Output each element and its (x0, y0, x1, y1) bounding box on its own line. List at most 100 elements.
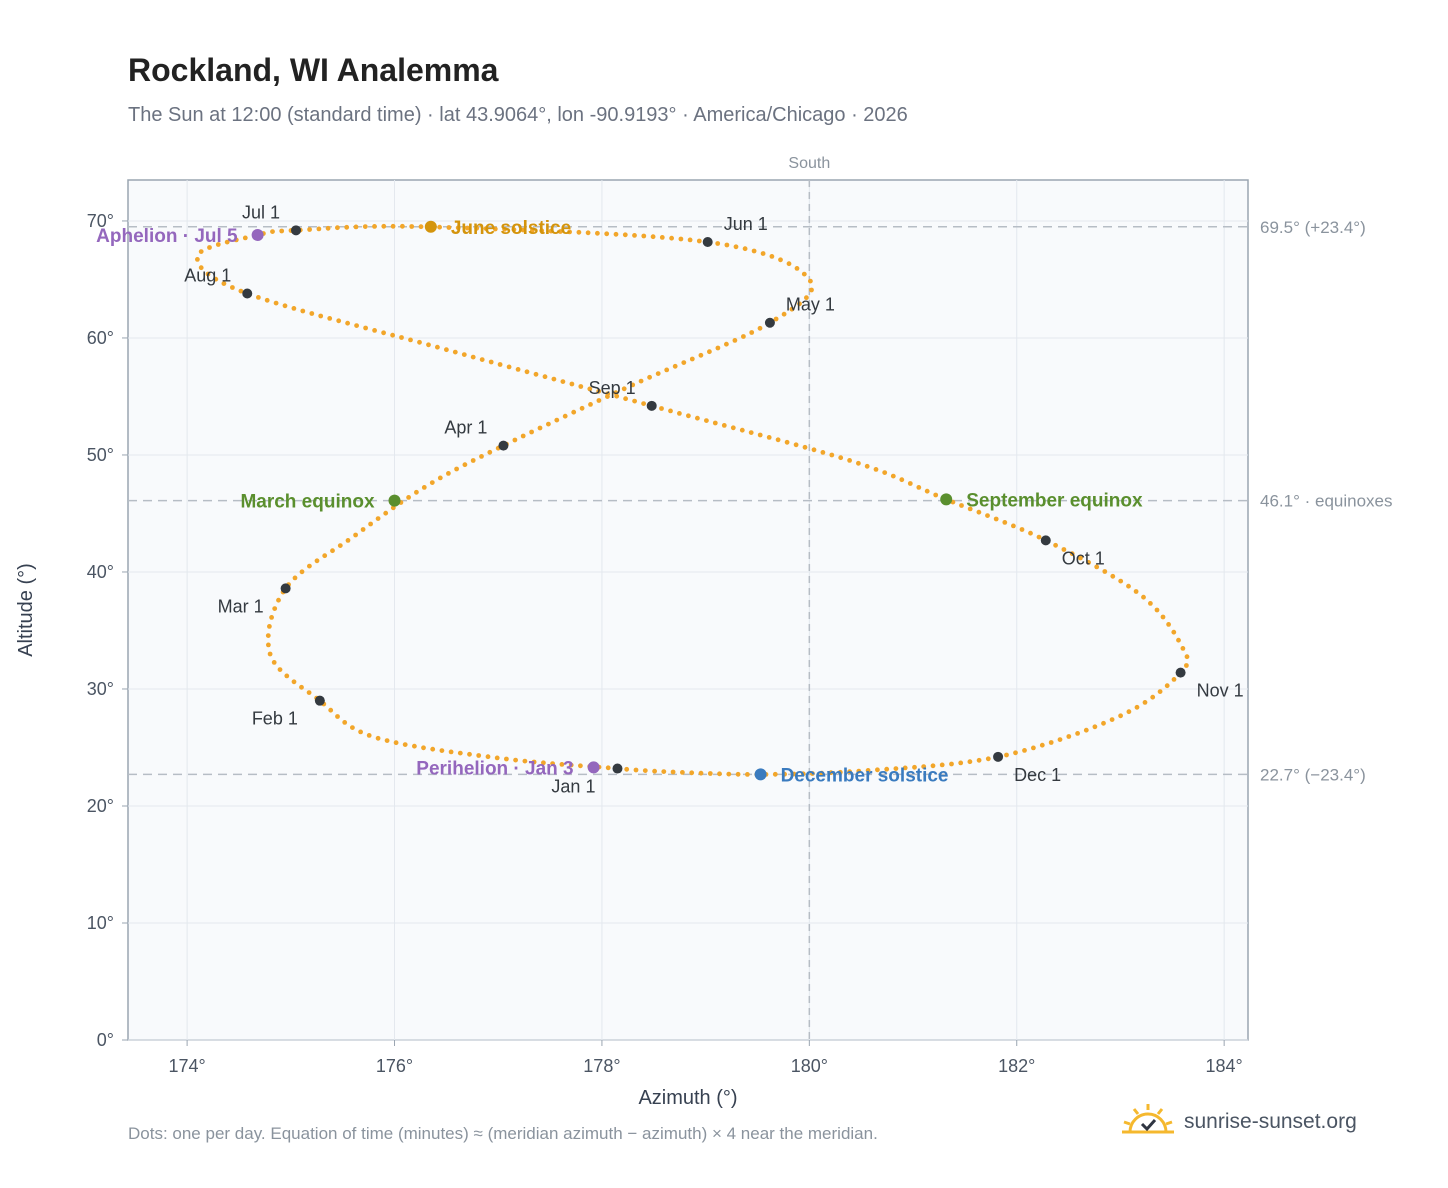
daily-sun-dot (916, 485, 922, 490)
month-marker-label: Aug 1 (184, 265, 231, 285)
daily-sun-dot (345, 538, 351, 543)
daily-sun-dot (659, 235, 665, 240)
daily-sun-dot (695, 415, 700, 421)
month-marker-label: May 1 (786, 295, 835, 315)
daily-sun-dot (530, 227, 535, 233)
daily-sun-dot (802, 444, 808, 450)
daily-sun-dot (847, 769, 852, 775)
month-marker-label: Apr 1 (444, 418, 487, 438)
daily-sun-dot (681, 360, 687, 365)
daily-sun-dot (668, 408, 673, 414)
brand-logo[interactable]: sunrise-sunset.org (1122, 1102, 1357, 1141)
daily-sun-dot (314, 558, 320, 564)
daily-sun-dot (513, 757, 518, 763)
y-axis-label: Altitude (°) (15, 563, 37, 657)
daily-sun-dot (993, 516, 999, 522)
daily-sun-dot (264, 297, 270, 303)
event-marker-label: December solstice (781, 765, 949, 786)
daily-sun-dot (1164, 683, 1170, 689)
daily-sun-dot (336, 318, 342, 324)
daily-sun-dot (781, 311, 787, 317)
y-tick-label: 10° (87, 913, 114, 933)
daily-sun-dot (328, 707, 334, 713)
daily-sun-dot (437, 224, 442, 230)
daily-sun-dot (578, 763, 583, 769)
daily-sun-dot (444, 347, 449, 353)
daily-sun-dot (893, 766, 899, 771)
daily-sun-dot (1171, 677, 1177, 682)
daily-sun-dot (375, 735, 381, 741)
daily-sun-dot (715, 241, 721, 246)
daily-sun-dot (707, 771, 713, 776)
daily-sun-dot (809, 287, 814, 293)
daily-sun-dot (309, 311, 315, 316)
daily-sun-dot (884, 766, 890, 772)
daily-sun-dot (638, 378, 644, 384)
daily-sun-dot (939, 762, 945, 768)
daily-sun-dot (292, 575, 298, 581)
daily-sun-dot (353, 224, 359, 230)
daily-sun-dot (907, 481, 913, 486)
daily-sun-dot (585, 230, 591, 236)
daily-sun-dot (418, 224, 424, 230)
daily-sun-dot (864, 463, 870, 469)
daily-sun-dot (698, 770, 704, 776)
daily-sun-dot (342, 720, 348, 725)
daily-sun-dot (435, 344, 440, 350)
daily-sun-dot (621, 386, 627, 392)
daily-sun-dot (696, 238, 702, 244)
event-marker-label: September equinox (966, 490, 1143, 511)
daily-sun-dot (778, 257, 783, 263)
daily-sun-dot (1110, 573, 1116, 579)
daily-sun-dot (622, 232, 628, 238)
daily-sun-dot (345, 320, 350, 326)
daily-sun-dot (739, 427, 745, 433)
daily-sun-dot (797, 301, 802, 307)
daily-sun-dot (576, 229, 582, 235)
daily-sun-dot (474, 225, 480, 231)
daily-sun-dot (488, 359, 494, 365)
daily-sun-dot (279, 228, 285, 234)
daily-sun-dot (1066, 734, 1072, 739)
x-tick-label: 178° (583, 1056, 620, 1076)
daily-sun-dot (811, 447, 817, 453)
daily-sun-dot (647, 374, 652, 380)
daily-sun-dot (1022, 748, 1027, 753)
daily-sun-dot (448, 749, 454, 755)
daily-sun-dot (757, 325, 763, 331)
daily-sun-dot (421, 485, 427, 490)
daily-sun-dot (267, 651, 273, 657)
daily-sun-dot (1157, 689, 1163, 694)
daily-sun-dot (899, 477, 905, 483)
month-marker (314, 695, 325, 706)
daily-sun-dot (307, 563, 312, 569)
daily-sun-dot (1094, 564, 1100, 570)
daily-sun-dot (479, 454, 484, 459)
daily-sun-dot (828, 770, 834, 776)
daily-sun-dot (769, 254, 775, 259)
daily-sun-dot (856, 768, 862, 774)
daily-sun-dot (735, 771, 741, 777)
daily-sun-dot (698, 352, 704, 358)
daily-sun-dot (557, 229, 563, 234)
daily-sun-dot (933, 492, 939, 498)
daily-sun-dot (430, 746, 436, 752)
month-marker (702, 237, 713, 248)
daily-sun-dot (299, 569, 305, 575)
daily-sun-dot (269, 615, 274, 620)
daily-sun-dot (375, 516, 381, 521)
month-marker (764, 317, 775, 328)
daily-sun-dot (689, 770, 695, 776)
reference-line-label: 22.7° (−23.4°) (1260, 765, 1366, 784)
daily-sun-dot (408, 337, 413, 343)
daily-sun-dot (1160, 614, 1166, 620)
daily-sun-dot (437, 475, 443, 481)
month-marker (646, 400, 657, 411)
daily-sun-dot (502, 226, 507, 232)
daily-sun-dot (265, 633, 271, 638)
daily-sun-dot (670, 769, 676, 775)
y-tick-label: 50° (87, 445, 114, 465)
daily-sun-dot (717, 771, 722, 777)
daily-sun-dot (875, 767, 880, 773)
daily-sun-dot (800, 771, 806, 777)
